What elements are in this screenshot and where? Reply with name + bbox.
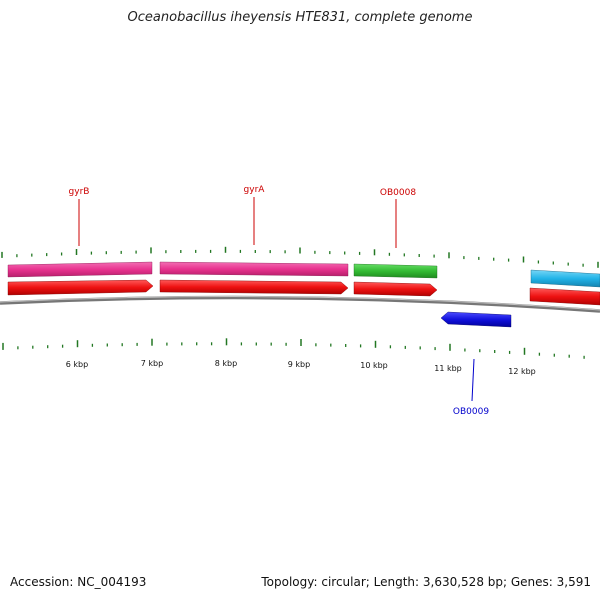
genome-summary-text: Topology: circular; Length: 3,630,528 bp… xyxy=(261,575,591,589)
accession-text: Accession: NC_004193 xyxy=(10,575,147,589)
cog-feature-gyrB xyxy=(7,261,153,278)
forward-gene-right xyxy=(529,287,600,306)
cog-feature-right xyxy=(530,269,600,288)
kbp-label-10: 10 kbp xyxy=(360,361,388,370)
reverse-gene-OB0009 xyxy=(440,311,512,328)
forward-gene-OB0008 xyxy=(353,281,438,297)
genome-backbone xyxy=(0,295,600,313)
lower-tick-ruler xyxy=(2,338,585,359)
kbp-label-12: 12 kbp xyxy=(508,367,536,376)
forward-gene-gyrA xyxy=(159,279,349,295)
label-line-OB0009 xyxy=(471,358,475,402)
kbp-label-11: 11 kbp xyxy=(434,364,462,373)
gene-label-gyrA: gyrA xyxy=(244,185,266,195)
gene-label-OB0009: OB0009 xyxy=(453,407,489,417)
kbp-label-8: 8 kbp xyxy=(215,359,237,368)
forward-gene-gyrB xyxy=(7,279,154,296)
backbone-highlight xyxy=(0,296,600,311)
gene-label-gyrB: gyrB xyxy=(69,187,90,197)
gene-label-OB0008: OB0008 xyxy=(380,188,416,198)
kbp-label-7: 7 kbp xyxy=(141,359,163,368)
cog-feature-OB0008 xyxy=(353,263,438,279)
kbp-label-9: 9 kbp xyxy=(288,360,310,369)
kbp-label-6: 6 kbp xyxy=(66,360,88,369)
upper-tick-ruler xyxy=(1,246,599,268)
cog-feature-gyrA xyxy=(159,261,349,277)
figure-title: Oceanobacillus iheyensis HTE831, complet… xyxy=(127,10,473,25)
